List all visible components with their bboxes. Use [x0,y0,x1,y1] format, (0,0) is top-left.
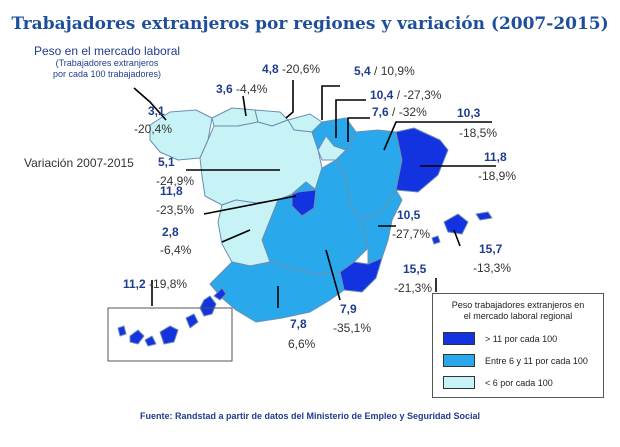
variation-canarias: -19,8% [149,277,188,291]
region-cataluna [395,127,449,193]
region-murcia [339,257,383,293]
weight-aragon: 10,3 [457,106,481,120]
label-baleares: 15,7 [479,242,502,256]
variation-valenciana-label: -27,7% [392,227,430,241]
key-label-high: > 11 por cada 100 [485,333,558,344]
weight-cataluna: 11,8 [484,150,507,164]
variation-navarra: -27,3% [403,88,442,102]
label-valenciana: 10,5 [397,208,420,222]
region-andalucia [209,261,345,323]
weight-legend-title: Peso en el mercado laboral [33,44,181,58]
label-castilla-mancha: 7,9 [340,302,357,316]
separator: / [392,105,396,119]
swatch-high [443,332,475,345]
variation-legend-label: Variación 2007-2015 [24,156,134,170]
variation-valenciana: -27,7% [392,227,431,241]
key-item-high: > 11 por cada 100 [443,332,557,345]
variation-castilla-leon: -24,9% [156,174,195,188]
swatch-mid [443,354,475,367]
key-label-low: < 6 por cada 100 [485,377,553,388]
key-item-mid: Entre 6 y 11 por cada 100 [443,354,588,367]
weight-la-rioja: 7,6 [372,105,389,119]
weight-legend-sub2: por cada 100 trabajadores) [52,69,162,79]
leader-lines [133,80,496,308]
variation-andalucia: 6,6% [288,337,316,351]
label-la-rioja: 7,6 / -32% [372,105,427,119]
label-extremadura: 2,8 [162,225,179,239]
variation-madrid-label: -23,5% [156,203,194,217]
weight-andalucia: 7,8 [290,317,307,331]
weight-legend-sub1: (Trabajadores extranjeros [55,58,159,68]
weight-castilla-mancha: 7,9 [340,302,357,316]
variation-castilla-mancha: -35,1% [333,321,372,335]
variation-galicia: -20,4% [134,122,173,136]
key-item-low: < 6 por cada 100 [443,376,553,389]
label-navarra: 10,4 / -27,3% [370,88,441,102]
color-key: Peso trabajadores extranjeros en el merc… [432,293,604,398]
color-key-title-line1: Peso trabajadores extranjeros en [451,300,585,310]
weight-cantabria: 4,8 [262,62,279,76]
variation-andalucia-label: 6,6% [288,337,315,351]
label-asturias: 3,6 -4,4% [216,82,267,96]
weight-murcia: 15,5 [403,262,427,276]
variation-baleares-label: -13,3% [473,261,511,275]
weight-canarias: 11,2 [123,277,146,291]
label-cantabria: 4,8 -20,6% [262,62,320,76]
swatch-low [443,376,475,389]
variation-madrid: -23,5% [156,203,195,217]
variation-aragon-label: -18,5% [459,126,497,140]
region-valenciana [361,189,403,265]
variation-extremadura-label: -6,4% [160,243,191,257]
color-key-title: Peso trabajadores extranjeros en el merc… [433,300,603,322]
map-title: Trabajadores extranjeros por regiones y … [11,14,609,34]
region-canarias [117,287,227,347]
label-galicia: 3,1 [148,104,165,118]
variation-murcia-label: -21,3% [394,281,432,295]
separator: / [374,64,378,78]
canarias-inset-box [107,307,233,362]
variation-cataluna: -18,9% [478,169,517,183]
weight-extremadura: 2,8 [162,225,179,239]
weight-castilla-leon: 5,1 [158,155,175,169]
label-murcia: 15,5 [403,262,426,276]
label-canarias: 11,2 -19,8% [123,277,187,291]
weight-legend: Peso en el mercado laboral (Trabajadores… [22,44,192,80]
weight-valenciana: 10,5 [397,208,421,222]
variation-murcia: -21,3% [394,281,433,295]
region-baleares [431,211,493,245]
separator: / [396,88,401,102]
label-pais-vasco: 5,4 / 10,9% [354,64,415,78]
variation-aragon: -18,5% [459,126,498,140]
variation-baleares: -13,3% [473,261,512,275]
region-extremadura [217,199,279,267]
variation-cataluna-label: -18,9% [478,169,516,183]
variation-galicia-label: -20,4% [134,122,172,136]
variation-extremadura: -6,4% [160,243,192,257]
label-madrid: 11,8 [160,184,183,198]
variation-la-rioja: -32% [398,105,427,119]
source-note: Fuente: Randstad a partir de datos del M… [139,411,481,421]
weight-baleares: 15,7 [479,242,503,256]
variation-cantabria: -20,6% [282,62,321,76]
variation-castilla-leon-label: -24,9% [156,174,194,188]
weight-galicia: 3,1 [148,104,165,118]
weight-madrid: 11,8 [160,184,183,198]
label-cataluna: 11,8 [484,150,507,164]
weight-asturias: 3,6 [216,82,233,96]
color-key-title-line2: el mercado laboral regional [463,311,573,321]
weight-navarra: 10,4 [370,88,394,102]
key-label-mid: Entre 6 y 11 por cada 100 [485,355,588,366]
weight-pais-vasco: 5,4 [354,64,371,78]
variation-pais-vasco: 10,9% [380,64,415,78]
label-castilla-leon: 5,1 [158,155,175,169]
variation-castilla-mancha-label: -35,1% [333,321,371,335]
label-andalucia: 7,8 [290,317,307,331]
variation-asturias: -4,4% [236,82,268,96]
label-aragon: 10,3 [457,106,480,120]
